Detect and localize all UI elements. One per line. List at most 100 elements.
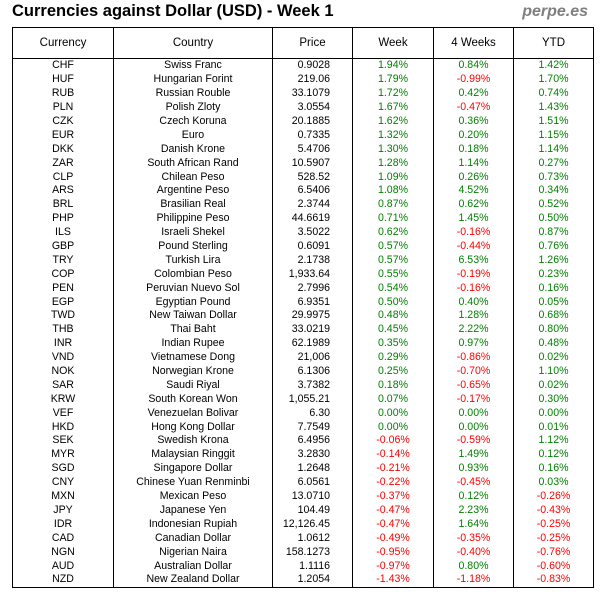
price-cell: 29.9975 (272, 309, 353, 323)
currency-code-cell: THB (12, 322, 114, 337)
table-row: VEF Venezuelan Bolivar 6.30 0.00% 0.00% 0.00% (12, 406, 594, 421)
week-change-cell: 0.18% (352, 378, 434, 393)
week-change-cell: 1.72% (352, 86, 434, 101)
price-cell: 21,006 (272, 350, 353, 365)
week-change-cell: 0.50% (352, 295, 434, 310)
price-cell: 3.2830 (272, 447, 353, 462)
currency-code-cell: SGD (12, 461, 114, 476)
four-weeks-change-cell: 6.53% (433, 253, 514, 268)
column-header-ytd: YTD (513, 27, 594, 59)
country-cell: Australian Dollar (113, 559, 273, 573)
price-cell: 528.52 (272, 170, 353, 185)
price-cell: 2.3744 (272, 197, 353, 212)
table-row: EUR Euro 0.7335 1.32% 0.20% 1.15% (12, 128, 594, 143)
four-weeks-change-cell: 1.28% (433, 309, 514, 323)
four-weeks-change-cell: 0.18% (433, 142, 514, 157)
price-cell: 33.0219 (272, 322, 353, 337)
week-change-cell: 0.57% (352, 253, 434, 268)
week-change-cell: 1.32% (352, 128, 434, 143)
country-cell: Euro (113, 128, 273, 143)
price-cell: 3.7382 (272, 378, 353, 393)
country-cell: Argentine Peso (113, 184, 273, 198)
country-cell: Chilean Peso (113, 170, 273, 185)
table-row: BRL Brasilian Real 2.3744 0.87% 0.62% 0.52% (12, 197, 594, 212)
four-weeks-change-cell: -0.59% (433, 434, 514, 448)
currency-code-cell: EUR (12, 128, 114, 143)
table-row: TRY Turkish Lira 2.1738 0.57% 6.53% 1.26% (12, 253, 594, 268)
currency-code-cell: MYR (12, 447, 114, 462)
price-cell: 44.6619 (272, 211, 353, 226)
country-cell: Singapore Dollar (113, 461, 273, 476)
week-change-cell: -0.14% (352, 447, 434, 462)
ytd-change-cell: 0.27% (513, 156, 594, 171)
week-change-cell: 1.62% (352, 114, 434, 129)
ytd-change-cell: 1.42% (513, 58, 594, 73)
four-weeks-change-cell: 0.12% (433, 489, 514, 504)
four-weeks-change-cell: 2.22% (433, 322, 514, 337)
table-row: COP Colombian Peso 1,933.64 0.55% -0.19% 0.23… (12, 267, 594, 282)
column-header-price: Price (272, 27, 353, 59)
currency-code-cell: SEK (12, 434, 114, 448)
currency-code-cell: VND (12, 350, 114, 365)
table-row: EGP Egyptian Pound 6.9351 0.50% 0.40% 0.05% (12, 295, 594, 310)
price-cell: 6.30 (272, 406, 353, 421)
page-title: Currencies against Dollar (USD) - Week 1 (12, 2, 334, 20)
week-change-cell: -0.49% (352, 531, 434, 546)
ytd-change-cell: 1.70% (513, 72, 594, 87)
currency-code-cell: NOK (12, 364, 114, 379)
price-cell: 1.1116 (272, 559, 353, 573)
ytd-change-cell: -0.26% (513, 489, 594, 504)
country-cell: Venezuelan Bolivar (113, 406, 273, 421)
country-cell: Vietnamese Dong (113, 350, 273, 365)
country-cell: South African Rand (113, 156, 273, 171)
four-weeks-change-cell: 2.23% (433, 503, 514, 518)
week-change-cell: 1.09% (352, 170, 434, 185)
country-cell: Chinese Yuan Renminbi (113, 475, 273, 490)
week-change-cell: 1.67% (352, 100, 434, 115)
ytd-change-cell: 0.23% (513, 267, 594, 282)
table-row: JPY Japanese Yen 104.49 -0.47% 2.23% -0.43% (12, 503, 594, 518)
price-cell: 7.7549 (272, 420, 353, 435)
week-change-cell: 0.57% (352, 239, 434, 254)
currency-code-cell: NZD (12, 572, 114, 588)
week-change-cell: -0.97% (352, 559, 434, 573)
column-header-currency: Currency (12, 27, 114, 59)
week-change-cell: -1.43% (352, 572, 434, 588)
country-cell: Indian Rupee (113, 336, 273, 351)
column-header-week: Week (352, 27, 434, 59)
week-change-cell: 0.00% (352, 420, 434, 435)
table-row: ILS Israeli Shekel 3.5022 0.62% -0.16% 0.87% (12, 225, 594, 240)
currency-code-cell: PHP (12, 211, 114, 226)
week-change-cell: 1.08% (352, 184, 434, 198)
ytd-change-cell: 0.05% (513, 295, 594, 310)
table-row: SAR Saudi Riyal 3.7382 0.18% -0.65% 0.02% (12, 378, 594, 393)
table-row: AUD Australian Dollar 1.1116 -0.97% 0.80% -0.… (12, 559, 594, 573)
ytd-change-cell: 0.74% (513, 86, 594, 101)
ytd-change-cell: 0.01% (513, 420, 594, 435)
country-cell: Czech Koruna (113, 114, 273, 129)
table-row: ZAR South African Rand 10.5907 1.28% 1.14% 0.… (12, 156, 594, 171)
price-cell: 0.7335 (272, 128, 353, 143)
country-cell: Russian Rouble (113, 86, 273, 101)
currency-code-cell: VEF (12, 406, 114, 421)
table-row: PLN Polish Zloty 3.0554 1.67% -0.47% 1.43% (12, 100, 594, 115)
currency-code-cell: PEN (12, 281, 114, 296)
price-cell: 1,933.64 (272, 267, 353, 282)
table-row: INR Indian Rupee 62.1989 0.35% 0.97% 0.48% (12, 336, 594, 351)
table-row: KRW South Korean Won 1,055.21 0.07% -0.17% 0.… (12, 392, 594, 407)
ytd-change-cell: 1.26% (513, 253, 594, 268)
country-cell: Nigerian Naira (113, 545, 273, 560)
four-weeks-change-cell: 1.64% (433, 517, 514, 532)
country-cell: Swiss Franc (113, 58, 273, 73)
week-change-cell: -0.37% (352, 489, 434, 504)
ytd-change-cell: 1.51% (513, 114, 594, 129)
price-cell: 6.1306 (272, 364, 353, 379)
table-row: GBP Pound Sterling 0.6091 0.57% -0.44% 0.76% (12, 239, 594, 254)
ytd-change-cell: 1.15% (513, 128, 594, 143)
four-weeks-change-cell: -0.86% (433, 350, 514, 365)
four-weeks-change-cell: 1.49% (433, 447, 514, 462)
currency-code-cell: PLN (12, 100, 114, 115)
ytd-change-cell: 0.48% (513, 336, 594, 351)
table-row: VND Vietnamese Dong 21,006 0.29% -0.86% 0.02% (12, 350, 594, 365)
four-weeks-change-cell: 0.26% (433, 170, 514, 185)
